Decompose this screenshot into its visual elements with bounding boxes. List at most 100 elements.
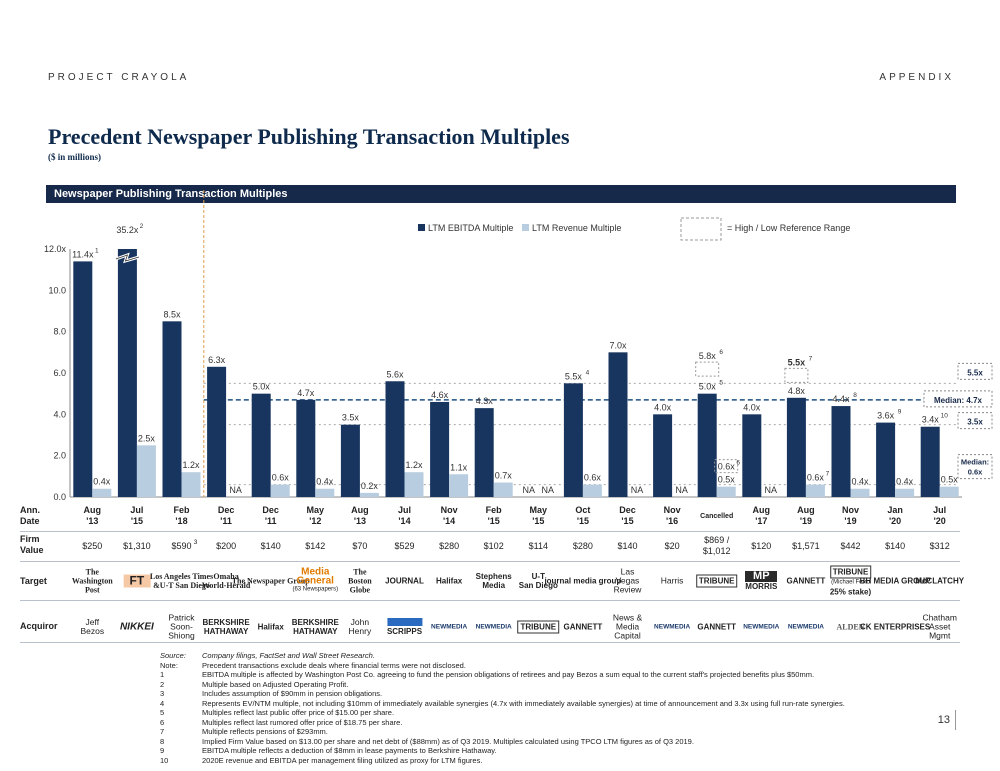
firm-value-cell: $280	[572, 541, 593, 551]
date-year-cell: '13	[353, 516, 366, 526]
acquiror-line: NEWMEDIA	[475, 623, 512, 631]
target-line: FT	[123, 574, 151, 588]
acquiror-line: Bezos	[80, 626, 105, 636]
acquiror-line: NIKKEI	[119, 621, 154, 633]
revenue-bar	[315, 488, 335, 497]
ebitda-value-label: 4.6x	[431, 390, 449, 400]
ebitda-bar	[920, 426, 940, 497]
ebitda-bar	[563, 383, 583, 497]
page-number-divider	[955, 710, 956, 730]
ebitda-value-label: 4.0x	[743, 402, 761, 412]
ebitda-bar	[296, 399, 316, 497]
revenue-value-label: 0.2x	[361, 481, 379, 491]
ebitda-bar	[117, 249, 137, 497]
ebitda-low-box	[957, 412, 993, 430]
footnote-row: 6 Multiples reflect last rumored offer pr…	[160, 718, 845, 728]
legend-revenue-label: LTM Revenue Multiple	[532, 223, 621, 233]
date-year-cell: '14	[443, 516, 456, 526]
firm-value-cell: $1,571	[792, 541, 820, 551]
target-line: MORRIS	[745, 582, 778, 591]
acquiror-line: Mgmt	[929, 630, 951, 641]
ebitda-bar	[742, 414, 762, 497]
ebitda-value-label: 6.3x	[208, 355, 226, 365]
date-year-cell: '12	[309, 516, 322, 526]
firm-value-cell: $280	[439, 541, 460, 551]
revenue-na-label: NA	[631, 485, 644, 495]
y-tick-label: 2.0	[53, 451, 66, 461]
revenue-bar	[404, 472, 424, 497]
ebitda-bar	[385, 381, 405, 497]
acquiror-line: Jeff	[85, 617, 100, 627]
revenue-footnote-mark: 7	[826, 471, 830, 478]
target-line: Harris	[660, 575, 684, 586]
acquiror-line: Shiong	[168, 630, 195, 641]
target-line: Media	[301, 566, 330, 578]
revenue-bar	[939, 486, 959, 497]
acquiror-line: GANNETT	[697, 622, 737, 632]
footnote-text: 2020E revenue and EBITDA per management …	[202, 755, 483, 765]
range-high-label: 5.5x	[788, 357, 806, 367]
ebitda-footnote-mark: 1	[95, 247, 99, 254]
ebitda-bar	[876, 422, 896, 497]
revenue-bar	[359, 492, 379, 497]
revenue-bar	[270, 484, 290, 497]
footnote-key: 5	[160, 708, 165, 717]
median-revenue-label: 0.6x	[968, 468, 983, 477]
gannett-acq-2-logo: GANNETT	[697, 623, 736, 632]
median-revenue-label: Median:	[961, 458, 989, 467]
firm-value-cell: $140	[617, 541, 638, 551]
acquiror-line: CK ENTERPRISES	[859, 622, 931, 632]
date-year-cell: '20	[933, 516, 946, 526]
ebitda-na-label: NA	[523, 485, 536, 495]
ebitda-bar	[207, 366, 227, 497]
footnote-text: Multiple reflects pensions of $293mm.	[202, 727, 328, 736]
john-henry-text: John Henry	[349, 618, 372, 636]
acquiror-line: Asset	[929, 621, 951, 632]
revenue-value-label: 0.4x	[851, 477, 869, 487]
date-month-cell: Jul	[397, 505, 412, 515]
ebitda-high-label: 5.5x	[967, 368, 983, 377]
legend-revenue-swatch	[522, 224, 529, 231]
tribune-acq-logo: TRIBUNE	[517, 620, 560, 634]
journal-media-group-logo: journal media group	[544, 577, 621, 586]
target-line: TRIBUNE	[829, 565, 872, 579]
target-line: World-Herald	[201, 581, 251, 590]
footnote-text: Precedent transactions exclude deals whe…	[202, 660, 466, 670]
acquiror-line: HATHAWAY	[203, 627, 249, 636]
revenue-value-label: 1.1x	[450, 462, 468, 472]
transaction-multiples-chart: 0.0 2.0 4.0 6.0 8.0 10.0 12.0x LTM EBITDA Multi…	[44, 190, 993, 500]
revenue-value-label: 0.4x	[896, 477, 914, 487]
target-line: Media	[482, 581, 506, 590]
revenue-bar	[716, 486, 736, 497]
footnote-text: Includes assumption of $90mm in pension …	[202, 689, 383, 698]
firm-value-cell: $20	[664, 541, 680, 551]
halifax-logo: Halifax	[436, 577, 462, 586]
page-number: 13	[937, 714, 950, 726]
target-line: BH MEDIA GROUP	[859, 576, 931, 586]
ebitda-bar	[786, 397, 806, 497]
ebitda-footnote-mark: 5	[719, 380, 723, 387]
revenue-bar	[895, 488, 915, 497]
ebitda-value-label: 3.6x	[877, 411, 895, 421]
target-line: Vegas	[615, 575, 640, 586]
target-line: Omaha	[213, 572, 239, 581]
target-line: Stephens	[475, 572, 512, 581]
footnote-row: Note: Precedent transactions exclude deal…	[160, 661, 845, 671]
section-banner: Newspaper Publishing Transaction Multipl…	[46, 185, 956, 203]
target-line: GANNETT	[786, 576, 826, 586]
target-line: U-T	[531, 572, 545, 581]
firm-value-cell: $200	[216, 541, 237, 551]
date-month-cell: Nov	[440, 505, 458, 515]
revenue-bar	[136, 445, 156, 497]
ebitda-bar	[653, 414, 673, 497]
footnote-row: 8 Implied Firm Value based on $13.00 per …	[160, 737, 845, 747]
ebitda-bar	[73, 261, 93, 497]
revenue-value-label: 0.6x	[584, 473, 602, 483]
range-high-footnote-mark: 7	[809, 355, 813, 362]
new-media-logo: NEWMEDIA	[431, 623, 467, 632]
target-line: Boston	[348, 576, 372, 586]
footnote-key: 2	[160, 679, 165, 689]
new-media-4-logo: NEWMEDIA	[743, 623, 779, 632]
date-month-cell: Aug	[752, 505, 771, 515]
firm-value-cell: $70	[352, 541, 368, 551]
